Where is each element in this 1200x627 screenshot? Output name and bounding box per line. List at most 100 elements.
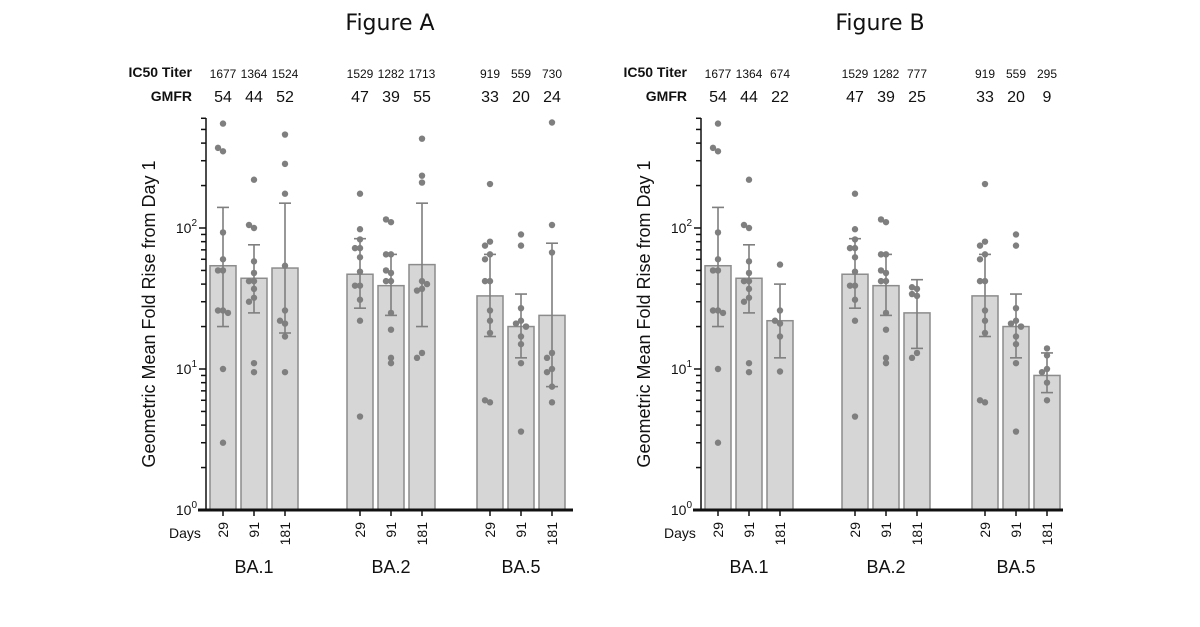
ic50-value: 1282 [873,67,900,81]
data-point [214,267,222,274]
data-point [481,256,489,263]
gmfr-row-label: GMFR [151,88,192,104]
data-point [1043,379,1051,386]
y-axis-label: Geometric Mean Fold Rise from Day 1 [139,160,159,467]
y-tick-label: 102 [176,218,198,236]
day-tick-label: 181 [772,522,788,546]
group-label: BA.1 [234,557,273,577]
data-point [913,349,921,357]
day-tick-label: 29 [215,522,231,538]
data-point [219,229,227,236]
data-point [517,231,525,238]
data-point [877,251,885,258]
gmfr-value: 54 [214,89,232,106]
gmfr-value: 20 [512,89,530,106]
data-point [214,144,222,152]
data-point [851,317,859,324]
data-point [851,236,859,243]
data-point [882,218,890,226]
data-point [981,317,989,324]
data-point [745,277,753,285]
data-point [250,258,258,265]
data-point [1012,340,1020,348]
day-tick-label: 91 [741,522,757,538]
data-point [423,280,431,288]
ic50-value: 295 [1037,67,1057,81]
day-tick-label: 91 [246,522,262,538]
data-point [709,267,717,274]
data-point [714,365,722,373]
y-tick-base: 10 [176,220,192,236]
data-point [1007,320,1015,327]
data-point [976,242,984,249]
data-point [548,249,556,256]
data-point [714,307,722,314]
data-point [1043,365,1051,373]
data-point [882,251,890,258]
group-ba2: 29 1529 47 91 1282 39 181 1713 55 BA.2 [346,67,436,577]
data-point [486,307,494,314]
data-point [418,135,426,142]
data-point [908,354,916,362]
gmfr-value: 47 [351,89,369,106]
y-tick-label: 101 [671,359,693,377]
data-point [714,148,722,155]
data-point [387,218,395,226]
gmfr-value: 47 [846,89,864,106]
gmfr-value: 33 [481,89,499,106]
data-point [214,307,222,314]
data-point [771,317,779,324]
data-point [543,368,551,376]
data-point [219,439,227,446]
data-point [351,282,359,289]
days-label: Days [169,525,201,541]
group-ba1: 29 1677 54 91 1364 44 181 1524 52 BA.1 [209,67,299,577]
data-point [250,176,258,183]
day-tick-label: 29 [352,522,368,538]
ic50-value: 1524 [272,67,299,81]
data-point [548,349,556,357]
data-point [250,368,258,376]
data-point [219,256,227,263]
data-point [1012,359,1020,367]
data-point [714,256,722,263]
data-point [387,359,395,367]
data-point [976,256,984,263]
bar [346,273,374,511]
day-tick-label: 29 [847,522,863,538]
data-point [1043,352,1051,359]
data-point [418,179,426,186]
data-point [908,290,916,298]
ic50-value: 919 [975,67,995,81]
data-point [981,277,989,285]
ic50-value: 674 [770,67,790,81]
data-point [851,268,859,275]
data-point [250,359,258,367]
day-tick-label: 91 [513,522,529,538]
data-point [745,269,753,277]
data-point [517,428,525,435]
y-tick-base: 10 [671,502,687,518]
data-point [714,439,722,446]
ic50-value: 1282 [378,67,405,81]
data-point [512,320,520,327]
data-point [224,309,232,317]
data-point [846,244,854,252]
data-point [250,224,258,232]
data-point [548,221,556,229]
data-point [281,131,289,138]
gmfr-value: 54 [709,89,727,106]
data-point [481,277,489,285]
data-point [382,277,390,285]
gmfr-value: 39 [877,89,895,106]
data-point [1012,242,1020,249]
bar [377,284,405,511]
data-point [548,119,556,126]
chart-panel-a: Figure A IC50 Titer GMFR Geometric Mean Fol… [128,11,573,577]
gmfr-value: 52 [276,89,294,106]
y-tick-exponent: 1 [191,359,197,370]
data-point [851,413,859,420]
group-label: BA.1 [729,557,768,577]
day-tick-label: 91 [383,522,399,538]
data-point [745,224,753,232]
